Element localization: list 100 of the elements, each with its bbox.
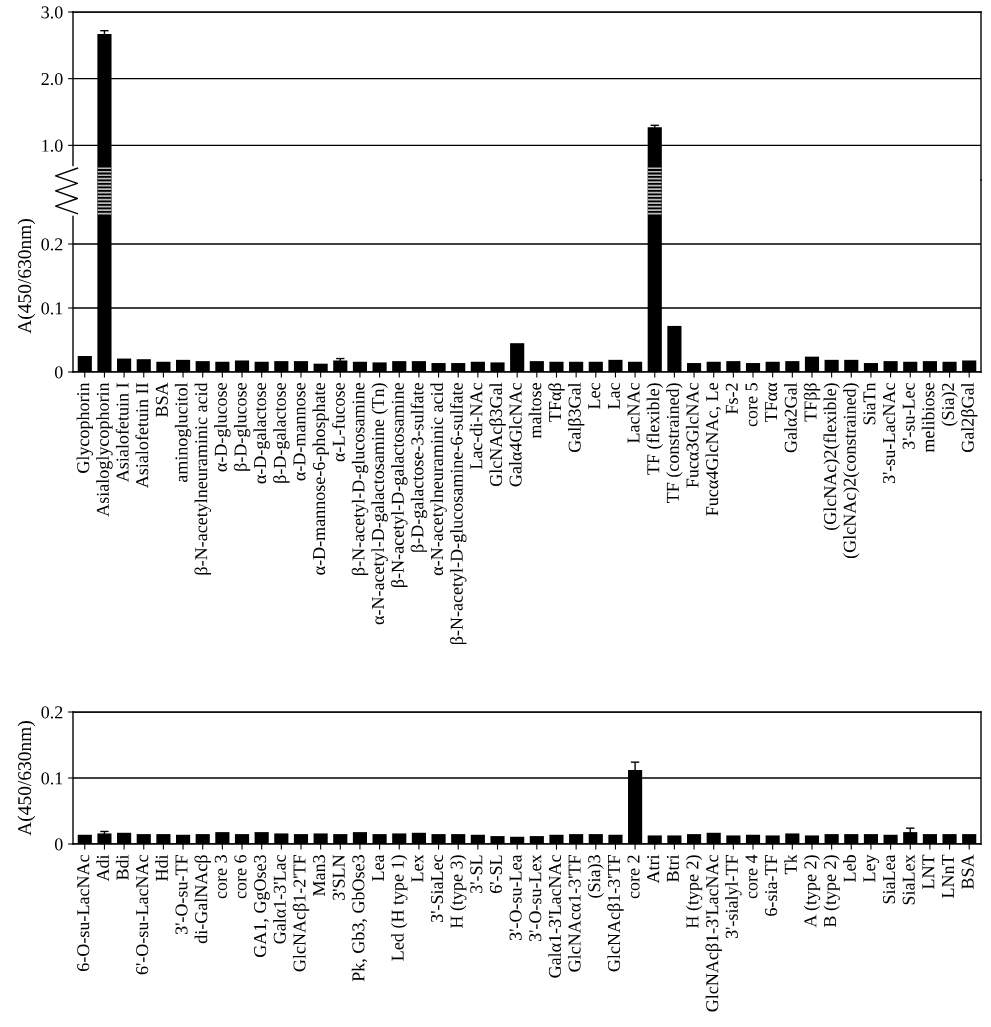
y-tick-label: 0.1 — [41, 772, 63, 785]
x-tick-label: Asialofetuin I — [115, 383, 129, 483]
y-tick-label: 1.0 — [42, 139, 63, 152]
x-tick-label: Fucα4GlcNAc, Le — [705, 383, 721, 516]
x-tick-label: α-D-glucose — [214, 383, 231, 472]
y-tick-label: 0.2 — [41, 238, 63, 251]
x-tick-label: (Sia)3 — [587, 855, 604, 898]
x-tick-label: Fucα3GlcNAc — [685, 382, 699, 488]
x-tick-label: GlcNAcα1-3'TF — [567, 855, 581, 972]
x-tick-label: Galα2Gal — [784, 382, 797, 453]
x-tick-label: Asialofetuin II — [135, 383, 149, 489]
x-tick-label: Adi — [96, 854, 109, 882]
x-tick-label: β-D-glucose — [233, 383, 251, 471]
x-tick-label: α-N-acetyl-D-galactosamine (Tn) — [371, 383, 388, 625]
x-tick-label: TFββ — [803, 383, 821, 422]
x-tick-label: 3'-sialyl-TF — [725, 855, 742, 939]
x-tick-label: SiaLea — [882, 854, 896, 904]
x-tick-label: LNnT — [942, 854, 954, 899]
x-tick-label: 3'-O-su-Lex — [529, 854, 542, 942]
x-tick-label: B (type 2) — [823, 855, 840, 928]
x-tick-label: Pk, Gb3, GbOse3 — [351, 855, 368, 982]
y-tick-label: 3.0 — [41, 6, 63, 19]
x-tick-label: β-N-acetylneuraminic acid — [194, 382, 212, 575]
x-tick-label: BSA — [155, 382, 168, 418]
x-tick-label: TF (flexible) — [646, 383, 664, 475]
x-tick-label: Lac — [607, 382, 620, 409]
y-tick-label: 0 — [54, 366, 63, 379]
x-tick-label: 6-sia-TF — [765, 855, 778, 916]
y-axis-title: A(450/630nm) — [17, 721, 36, 836]
x-tick-label: 3'-O-su-Lea — [509, 854, 522, 941]
x-tick-label: 3'-O-su-TF — [175, 855, 188, 935]
x-tick-label: Lex — [411, 854, 424, 882]
x-tick-label: β-D-galactose-3-sulfate — [410, 383, 428, 552]
x-tick-label: core 4 — [745, 854, 758, 899]
x-tick-label: 3'-su-Lec — [902, 382, 915, 449]
x-tick-label: 6'-SL — [489, 855, 503, 893]
x-tick-label: 6'-O-su-LacNAc — [136, 854, 149, 975]
x-tick-label: β-D-galactose — [273, 383, 290, 483]
x-tick-label: GlcNAcβ3Gal — [489, 382, 506, 487]
x-tick-label: LNT — [922, 854, 935, 889]
x-tick-label: core 3 — [214, 855, 227, 899]
x-tick-label: α-N-acetylneuraminic acid — [430, 382, 447, 576]
x-tick-label: α-D-galactose — [253, 383, 270, 484]
x-tick-label: 3'-SiaLec — [430, 854, 444, 922]
x-tick-label: SiaLex — [902, 854, 915, 905]
x-tick-label: β-N-acetyl-D-glucosamine — [351, 383, 369, 575]
x-tick-label: core 6 — [234, 854, 247, 899]
y-tick-label: 2.0 — [41, 72, 63, 86]
y-tick-label: 0.2 — [41, 706, 63, 719]
x-tick-label: Galβ3Gal — [567, 382, 585, 453]
x-tick-label: core 2 — [627, 855, 640, 899]
x-tick-label: Glycophorin — [76, 382, 93, 473]
x-tick-label: Fs-2 — [725, 383, 738, 415]
x-tick-label: H (type 2) — [685, 855, 703, 929]
x-tick-label: β-N-acetyl-D-galactosamine — [390, 383, 408, 587]
x-tick-label: Bdi — [115, 854, 129, 880]
x-tick-label: Galα1-3'Lac — [273, 854, 286, 944]
x-tick-label: (GlcNAc)2(flexible) — [823, 383, 840, 531]
x-tick-label: 3'SLN — [332, 854, 345, 900]
x-tick-label: LacNAc — [627, 382, 640, 444]
x-tick-label: Leb — [843, 855, 856, 882]
x-tick-label: α-D-mannose — [293, 383, 306, 481]
x-tick-label: (Sia)2 — [941, 383, 958, 426]
x-tick-label: α-L-fucose — [331, 383, 345, 462]
x-tick-label: Lac-di-NAc — [469, 382, 483, 470]
x-tick-label: SiaTn — [863, 382, 876, 425]
x-tick-label: Asialoglycophorin — [96, 382, 113, 517]
x-tick-label: Led (H type 1) — [391, 855, 408, 961]
x-tick-label: TFαβ — [548, 383, 565, 422]
x-tick-label: Galα1-3'LacNAc — [548, 854, 561, 978]
x-tick-label: Galα4GlcNAc — [508, 382, 522, 487]
x-tick-label: H (type 3) — [450, 855, 467, 929]
x-tick-label: Gal2βGal — [960, 382, 978, 453]
x-tick-label: Lec — [588, 382, 601, 409]
x-tick-label: β-N-acetyl-D-glucosamine-6-sulfate — [449, 383, 467, 645]
x-tick-label: A (type 2) — [803, 855, 821, 928]
x-tick-label: Atri — [647, 854, 660, 884]
x-tick-label: α-D-mannose-6-phosphate — [312, 383, 329, 575]
x-tick-label: GA1, GgOse3 — [254, 855, 270, 957]
y-axis-title: A(450/630nm) — [17, 219, 36, 334]
x-tick-label: aminoglucitol — [174, 382, 192, 483]
x-tick-label: core 5 — [745, 383, 758, 427]
x-tick-label: 3'-SL — [470, 855, 483, 893]
x-tick-label: GlcNAcβ1-3'TF — [607, 855, 624, 972]
x-tick-label: GlcNAcβ1-3'LacNAc — [705, 854, 722, 1012]
x-tick-label: maltose — [528, 383, 542, 439]
x-tick-label: GlcNAcβ1-2'TF — [292, 855, 310, 972]
x-tick-label: Hdi — [155, 854, 168, 881]
x-tick-label: Ley — [863, 854, 880, 882]
x-tick-label: Tk — [784, 854, 797, 875]
x-tick-label: melibiose — [921, 383, 935, 453]
y-tick-label: 0.1 — [41, 302, 63, 315]
x-tick-label: di-GalNAcβ — [194, 855, 211, 944]
x-tick-label: Btri — [666, 854, 679, 882]
x-tick-label: Man3 — [313, 855, 326, 897]
y-tick-label: 0 — [54, 838, 63, 851]
x-tick-label: Lea — [372, 854, 385, 881]
x-tick-label: BSA — [961, 854, 974, 890]
x-tick-label: TFαα — [765, 382, 778, 423]
x-tick-label: (GlcNAc)2(constrained) — [843, 383, 860, 559]
